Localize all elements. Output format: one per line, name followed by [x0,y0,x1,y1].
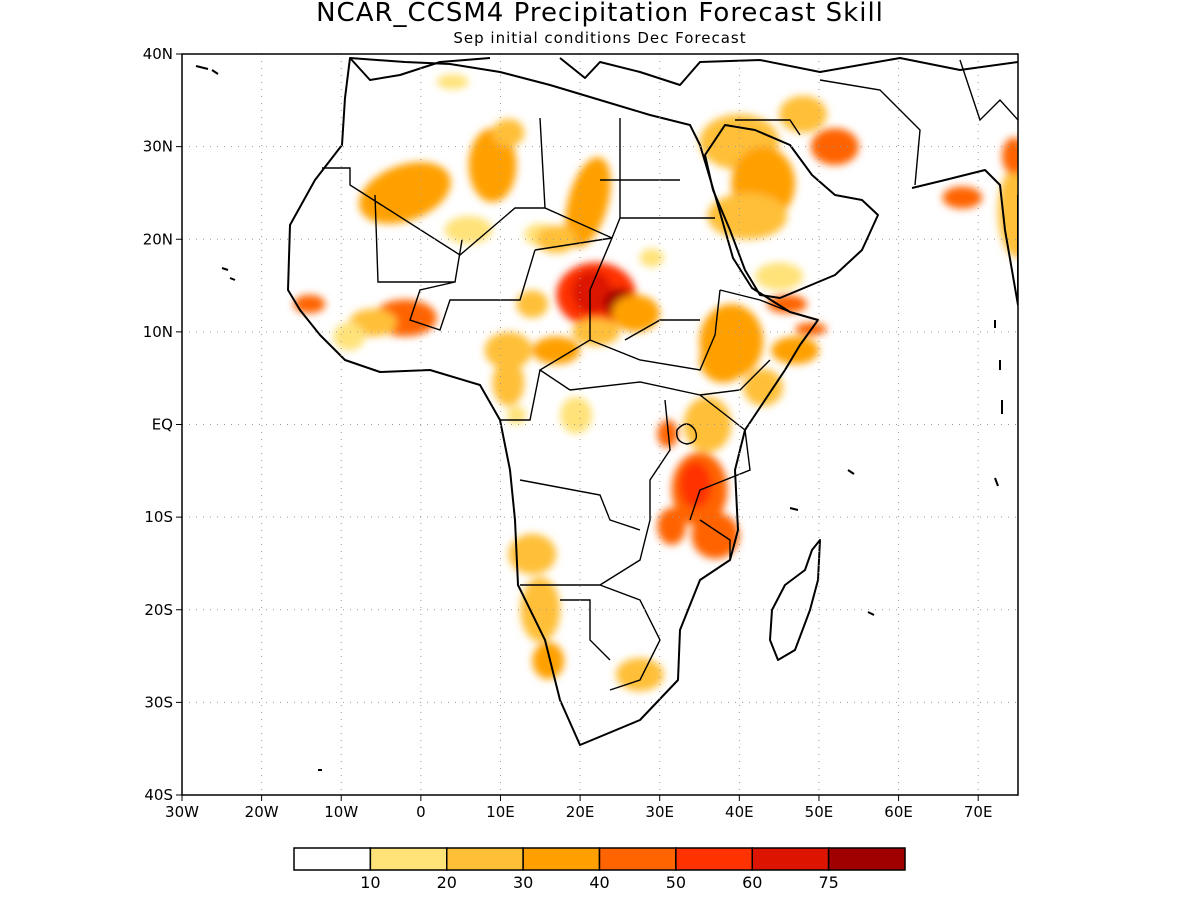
skill-region-9 [572,270,612,314]
skill-region-16 [333,322,366,351]
y-tick-label: 20N [143,230,173,248]
colorbar-label: 10 [360,873,380,892]
skill-region-48 [1002,137,1018,175]
skill-region-45 [615,657,664,692]
arabia-coastline [704,124,879,299]
skill-region-28 [810,128,859,166]
colorbar-swatch [598,847,677,871]
map-subtitle: Sep initial conditions Dec Forecast [453,29,747,47]
india-coastline [911,169,1018,306]
skill-region-30 [767,294,808,314]
colorbar-label: 60 [742,873,762,892]
skill-region-35 [743,368,784,406]
skill-region-23 [560,396,593,434]
skill-region-19 [572,317,620,346]
skill-region-26 [707,192,788,240]
skill-region-21 [492,359,525,406]
x-tick-label: 50E [805,803,834,821]
country-borders [322,59,1018,691]
skill-region-17 [484,331,533,369]
x-tick-label: 10E [486,803,515,821]
colorbar-swatch [522,847,601,871]
y-tick-label: 40N [143,45,173,63]
skill-region-22 [506,405,526,425]
africa-coastline [287,57,819,746]
skill-region-12 [516,290,549,318]
islands [195,65,1003,771]
skill-region-41 [657,507,686,545]
madagascar-coastline [769,539,821,661]
skill-shading [293,74,1018,692]
skill-region-4 [565,157,611,248]
colorbar-swatch [751,847,830,871]
colorbar-label: 30 [513,873,533,892]
x-tick-label: 0 [416,803,426,821]
y-tick-label: 20S [144,601,173,619]
skill-region-40 [691,512,740,559]
x-tick-label: 30W [165,803,199,821]
skill-region-7 [536,225,577,254]
skill-region-18 [532,336,581,365]
y-tick-label: 30S [144,693,173,711]
y-axis: 40N 30N 20N 10N EQ 10S 20S 30S 40S [143,45,182,804]
skill-region-3 [436,74,469,90]
border-lines [322,59,1018,691]
skill-region-0 [359,162,451,224]
skill-region-20 [639,248,664,268]
x-tick-label: 10W [324,803,358,821]
x-tick-label: 20W [245,803,279,821]
x-tick-label: 20E [566,803,595,821]
skill-region-42 [508,533,557,575]
colorbar-swatch [827,847,906,871]
skill-region-39 [679,461,712,508]
europe-coastline [349,57,1018,86]
x-tick-label: 40E [725,803,754,821]
colorbar-swatch [446,847,524,871]
skill-region-29 [755,262,804,291]
y-tick-label: 40S [144,786,173,804]
colorbar-label: 20 [437,873,457,892]
colorbar-label: 50 [666,873,686,892]
x-tick-label: 60E [884,803,913,821]
colorbar-swatch [369,847,448,871]
skill-region-5 [444,216,493,244]
colorbar-label: 75 [818,873,838,892]
skill-region-2 [492,118,525,147]
skill-region-32 [699,336,748,383]
y-tick-label: 10S [144,508,173,526]
colorbar-swatch [675,847,753,871]
skill-region-27 [779,95,827,133]
skill-region-15 [293,294,326,314]
y-tick-label: EQ [152,416,173,434]
x-tick-label: 70E [964,803,993,821]
skill-region-33 [771,336,819,365]
skill-region-43 [520,577,561,643]
skill-region-47 [998,165,1018,258]
x-axis: 30W 20W 10W 0 10E 20E 30E 40E 50E 60E 70E [165,795,992,821]
skill-region-11 [611,294,660,332]
coastlines [195,57,1018,771]
map-title: NCAR_CCSM4 Precipitation Forecast Skill [316,0,884,28]
colorbar-label: 40 [589,873,609,892]
skill-region-46 [942,186,983,209]
colorbar-swatch [293,847,372,871]
skill-region-44 [532,642,565,680]
colorbar: 10 20 30 40 50 60 75 [293,847,906,892]
y-tick-label: 30N [143,138,173,156]
x-tick-label: 30E [645,803,674,821]
y-tick-label: 10N [143,323,173,341]
